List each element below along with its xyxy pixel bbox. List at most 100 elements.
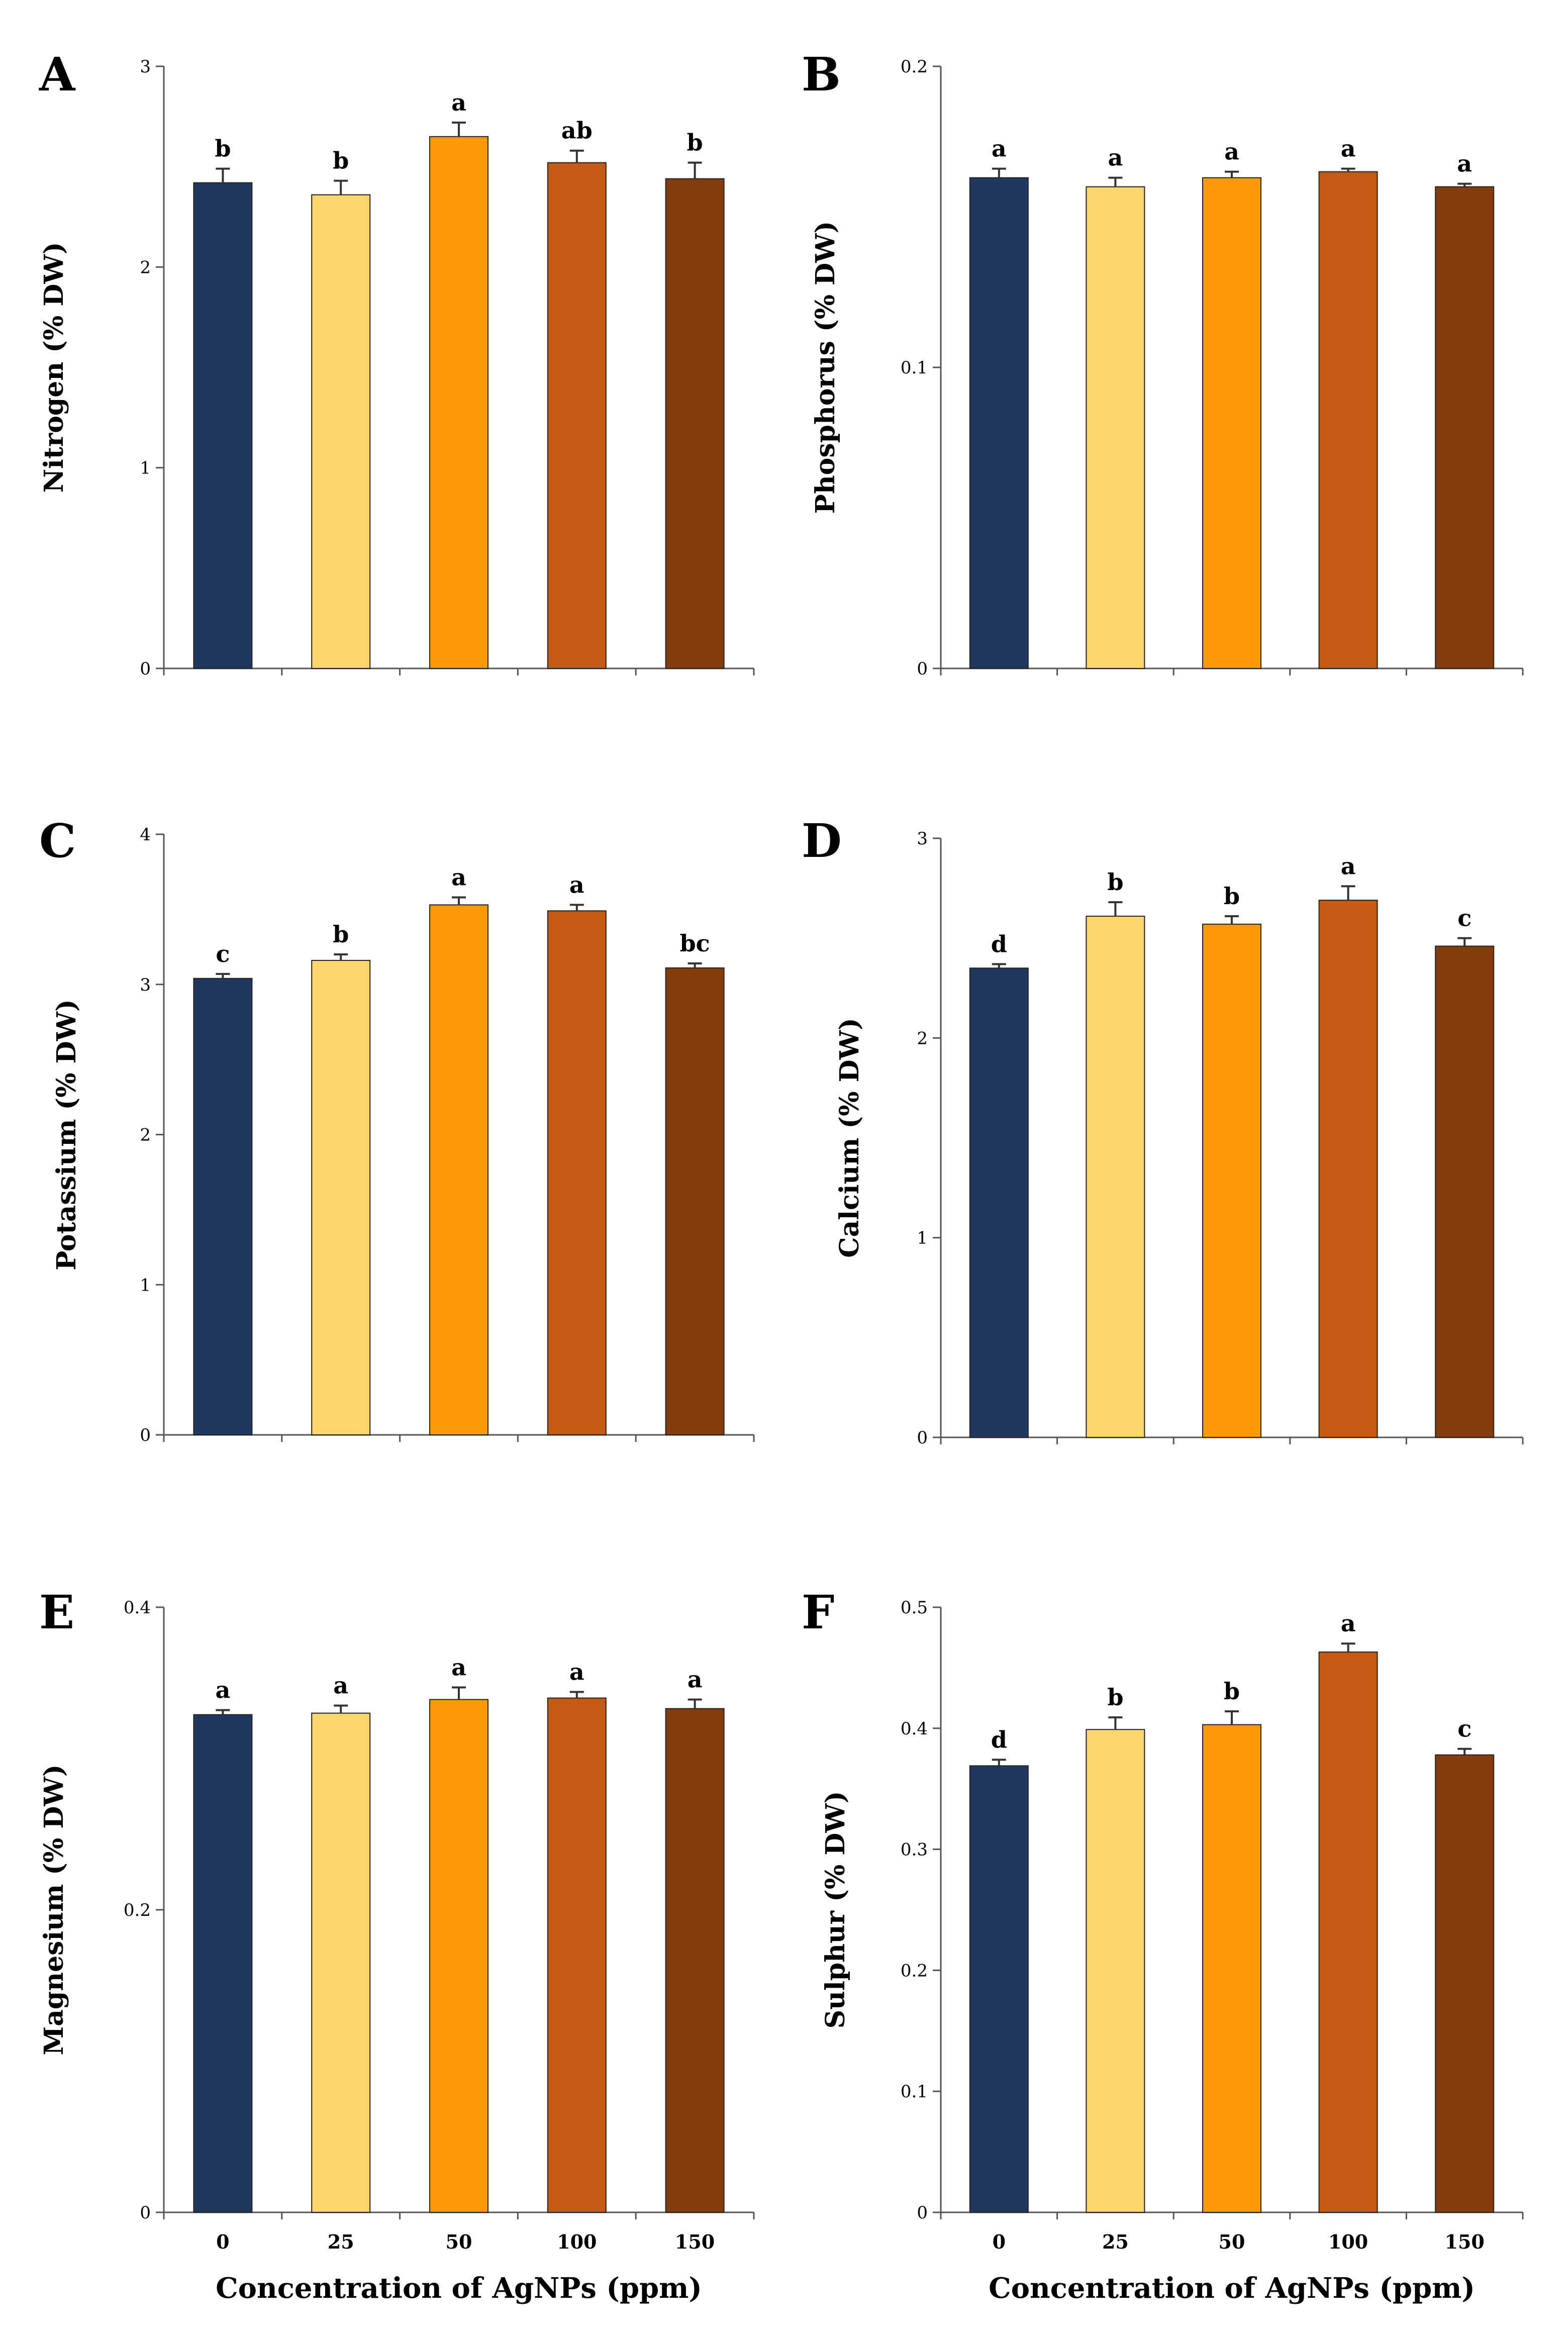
chart-panel-a: A Nitrogen (% DW) 0 1 2 3 b b a ab b bbox=[39, 47, 755, 679]
error-bar-d-150 bbox=[1457, 937, 1472, 946]
y-axis-label-a: Nitrogen (% DW) bbox=[39, 242, 69, 493]
y-tick-label-f-2: 0.2 bbox=[901, 1961, 928, 1981]
error-bar-e-0 bbox=[216, 1709, 230, 1715]
chart-panel-d: D Calcium (% DW) 0 1 2 3 d b b a c bbox=[802, 814, 1524, 1448]
bar-c-50 bbox=[429, 904, 488, 1435]
significance-label-a-150: b bbox=[687, 129, 703, 156]
bar-e-50 bbox=[429, 1699, 488, 2213]
y-tick-label-a-2: 2 bbox=[140, 257, 151, 277]
x-tick-label-f-25: 25 bbox=[1102, 2230, 1129, 2253]
significance-label-a-25: b bbox=[333, 147, 349, 174]
bar-a-50 bbox=[429, 136, 488, 669]
bar-b-25 bbox=[1086, 186, 1145, 669]
error-bar-d-100 bbox=[1341, 885, 1355, 901]
bar-e-150 bbox=[665, 1708, 725, 2213]
panel-letter-d: D bbox=[802, 814, 842, 868]
bar-b-50 bbox=[1202, 177, 1261, 669]
x-tick-label-e-50: 50 bbox=[446, 2230, 472, 2253]
y-tick-label-b-2: 0.2 bbox=[901, 57, 928, 77]
x-tick-label-e-0: 0 bbox=[216, 2230, 229, 2253]
bar-b-100 bbox=[1318, 171, 1378, 669]
y-axis-label-b: Phosphorus (% DW) bbox=[810, 221, 841, 514]
significance-label-f-150: c bbox=[1457, 1715, 1472, 1742]
error-bar-e-50 bbox=[452, 1686, 466, 1700]
error-bar-b-100 bbox=[1341, 167, 1355, 172]
panel-letter-e: E bbox=[39, 1585, 74, 1639]
y-tick-label-c-1: 1 bbox=[140, 1275, 151, 1295]
bar-e-100 bbox=[547, 1697, 607, 2213]
error-bar-b-50 bbox=[1225, 170, 1239, 178]
y-tick-label-c-4: 4 bbox=[140, 825, 151, 845]
error-bar-c-0 bbox=[216, 972, 230, 979]
x-tick-label-f-150: 150 bbox=[1445, 2230, 1485, 2253]
y-tick-label-e-2: 0.4 bbox=[124, 1598, 151, 1618]
x-tick-label-e-100: 100 bbox=[557, 2230, 597, 2253]
x-tick-label-e-150: 150 bbox=[675, 2230, 715, 2253]
significance-label-f-25: b bbox=[1107, 1684, 1123, 1711]
bar-c-150 bbox=[665, 967, 725, 1435]
y-tick-label-e-1: 0.2 bbox=[124, 1900, 151, 1920]
significance-label-e-25: a bbox=[333, 1672, 348, 1699]
error-bar-a-150 bbox=[688, 161, 702, 179]
significance-label-d-0: d bbox=[991, 930, 1007, 957]
y-tick-label-a-3: 3 bbox=[140, 57, 151, 77]
significance-label-b-150: a bbox=[1457, 150, 1472, 177]
bar-d-100 bbox=[1318, 900, 1378, 1438]
significance-label-d-25: b bbox=[1107, 868, 1123, 896]
chart-panel-b: B Phosphorus (% DW) 0 0.1 0.2 a a a a a bbox=[802, 47, 1524, 679]
significance-label-e-100: a bbox=[569, 1659, 584, 1686]
significance-label-c-0: c bbox=[216, 940, 230, 967]
significance-label-e-50: a bbox=[451, 1654, 466, 1681]
bar-f-0 bbox=[969, 1765, 1029, 2213]
bar-e-0 bbox=[193, 1714, 253, 2213]
y-tick-label-f-3: 0.3 bbox=[901, 1840, 928, 1860]
y-tick-label-b-1: 0.1 bbox=[901, 358, 928, 378]
y-tick-label-f-4: 0.4 bbox=[901, 1719, 928, 1739]
y-tick-label-a-1: 1 bbox=[140, 458, 151, 478]
bar-d-150 bbox=[1435, 945, 1495, 1438]
significance-label-f-0: d bbox=[991, 1726, 1007, 1753]
error-bar-a-25 bbox=[334, 179, 348, 195]
bar-a-0 bbox=[193, 182, 253, 669]
panel-letter-f: F bbox=[802, 1585, 834, 1639]
x-tick-label-f-0: 0 bbox=[993, 2230, 1006, 2253]
significance-label-f-100: a bbox=[1341, 1610, 1356, 1637]
bar-a-150 bbox=[665, 178, 725, 669]
significance-label-a-100: ab bbox=[561, 117, 593, 144]
significance-label-f-50: b bbox=[1224, 1678, 1240, 1705]
error-bar-f-50 bbox=[1225, 1710, 1239, 1725]
significance-label-d-50: b bbox=[1224, 883, 1240, 910]
significance-label-c-50: a bbox=[451, 863, 466, 891]
y-tick-label-c-0: 0 bbox=[140, 1425, 151, 1445]
bar-f-50 bbox=[1202, 1724, 1261, 2213]
error-bar-d-50 bbox=[1225, 915, 1239, 924]
x-axis-label-e: Concentration of AgNPs (ppm) bbox=[216, 2272, 702, 2305]
bar-d-25 bbox=[1086, 915, 1145, 1438]
error-bar-a-0 bbox=[216, 167, 230, 183]
error-bar-a-50 bbox=[452, 121, 466, 137]
error-bar-f-100 bbox=[1341, 1642, 1355, 1652]
bar-c-25 bbox=[311, 959, 371, 1435]
x-tick-label-e-25: 25 bbox=[328, 2230, 354, 2253]
y-tick-label-f-0: 0 bbox=[917, 2203, 928, 2223]
panel-letter-c: C bbox=[39, 814, 76, 868]
bar-d-50 bbox=[1202, 923, 1261, 1438]
significance-label-c-25: b bbox=[333, 921, 349, 948]
y-axis-label-d: Calcium (% DW) bbox=[834, 1018, 865, 1257]
error-bar-c-150 bbox=[688, 962, 702, 968]
y-axis-label-c: Potassium (% DW) bbox=[51, 999, 82, 1271]
bar-e-25 bbox=[311, 1712, 371, 2213]
bar-d-0 bbox=[969, 967, 1029, 1438]
significance-label-b-100: a bbox=[1341, 135, 1356, 162]
panel-letter-b: B bbox=[802, 47, 841, 102]
error-bar-c-25 bbox=[334, 953, 348, 960]
error-bar-e-150 bbox=[688, 1698, 702, 1709]
y-axis-label-e: Magnesium (% DW) bbox=[39, 1765, 69, 2056]
y-tick-label-f-5: 0.5 bbox=[901, 1598, 928, 1618]
significance-label-d-100: a bbox=[1341, 852, 1356, 880]
y-axis-label-f: Sulphur (% DW) bbox=[820, 1791, 851, 2029]
y-tick-label-d-2: 2 bbox=[917, 1028, 928, 1048]
significance-label-b-50: a bbox=[1224, 138, 1239, 165]
significance-label-b-25: a bbox=[1108, 144, 1123, 171]
